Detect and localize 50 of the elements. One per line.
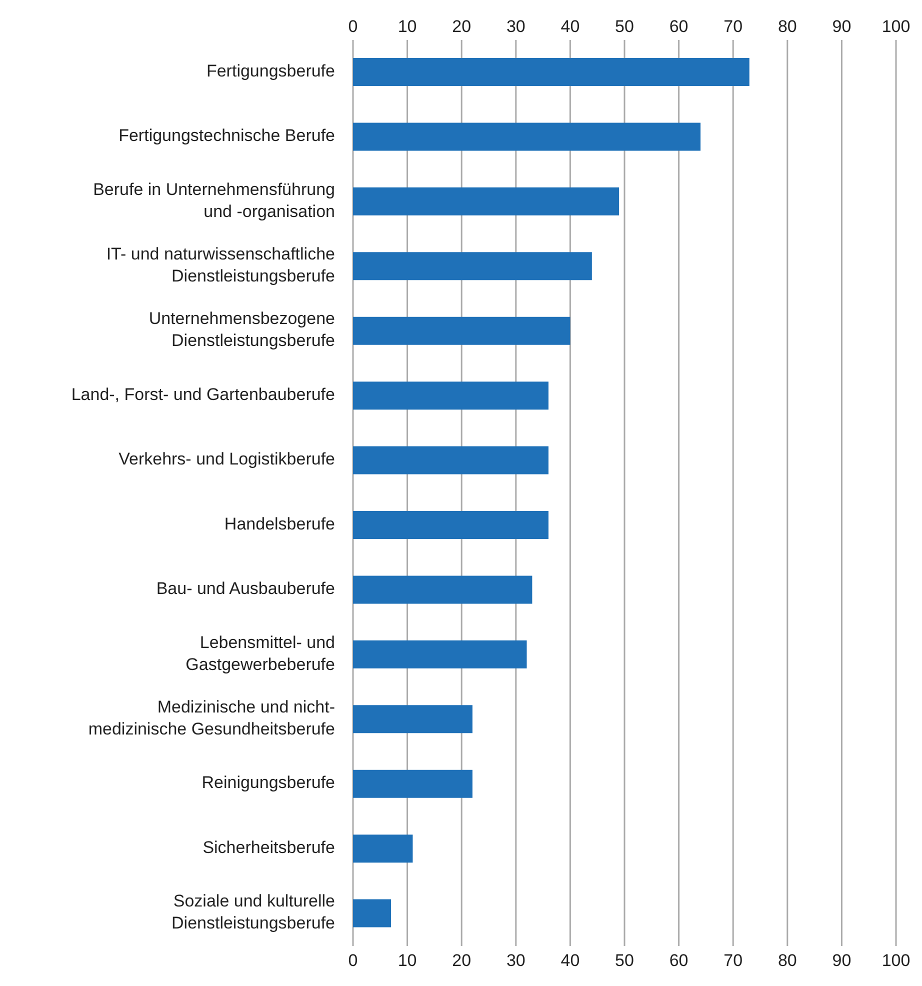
bar: [353, 316, 570, 345]
y-tick-label: Bau- und Ausbauberufe: [156, 580, 335, 599]
x-tick-label: 70: [724, 17, 743, 36]
y-tick-label: Fertigungstechnische Berufe: [118, 126, 335, 146]
x2-tick-label: 10: [398, 951, 417, 970]
x2-tick-label: 0: [348, 951, 358, 970]
bar: [353, 187, 620, 216]
x-tick-label: 0: [348, 17, 358, 36]
y-tick-label: Unternehmensbezogene Dienstleistungsberufe: [148, 310, 335, 351]
bar: [353, 446, 548, 474]
x-tick-label: 60: [669, 17, 688, 36]
x-tick-label: 80: [778, 17, 797, 36]
y-tick-label: Fertigungsberufe: [206, 62, 335, 81]
x2-tick-label: 70: [724, 951, 743, 970]
x2-tick-label: 100: [882, 951, 910, 970]
y-tick-label: Sicherheitsberufe: [202, 838, 335, 858]
x2-tick-label: 40: [560, 951, 580, 970]
bar: [353, 576, 532, 604]
y-tick-label: Soziale und kulturelle Dienstleistungsberufe: [172, 892, 335, 934]
x2-tick-label: 80: [778, 951, 797, 970]
bar: [353, 834, 413, 863]
bar: [353, 58, 750, 86]
x2-tick-label: 50: [615, 951, 634, 970]
y-tick-label: Medizinische und nicht- medizinische Gesundheitsberufe: [88, 698, 335, 739]
y-tick-label: Reinigungsberufe: [202, 774, 335, 793]
bar: [353, 705, 472, 734]
bar: [353, 770, 472, 798]
x-tick-label: 50: [615, 17, 634, 36]
y-tick-label: Land-, Forst- und Gartenbauberufe: [71, 385, 335, 404]
y-tick-label: Verkehrs- und Logistikberufe: [118, 450, 335, 470]
x-tick-label: 100: [882, 17, 910, 36]
x-tick-label: 90: [832, 17, 852, 36]
x2-tick-label: 90: [832, 951, 852, 970]
y-tick-label: IT- und naturwissenschaftliche Dienstleistungsberufe: [106, 244, 335, 286]
bar: [353, 252, 592, 280]
bar: [353, 122, 701, 151]
x2-tick-label: 60: [669, 951, 688, 970]
x-tick-label: 30: [506, 17, 526, 36]
x2-tick-label: 20: [452, 951, 472, 970]
x-tick-label: 10: [398, 17, 417, 36]
bar: [353, 640, 527, 668]
y-tick-label: Handelsberufe: [224, 514, 335, 534]
x-tick-label: 40: [560, 17, 580, 36]
bar: [353, 382, 548, 410]
x-tick-label: 20: [452, 17, 472, 36]
bar: [353, 511, 548, 539]
x2-tick-label: 30: [506, 951, 526, 970]
y-tick-label: Lebensmittel- und Gastgewerbeberufe: [186, 633, 335, 674]
bar: [353, 899, 392, 928]
y-tick-label: Berufe in Unternehmensführung und -organisation: [93, 180, 335, 222]
